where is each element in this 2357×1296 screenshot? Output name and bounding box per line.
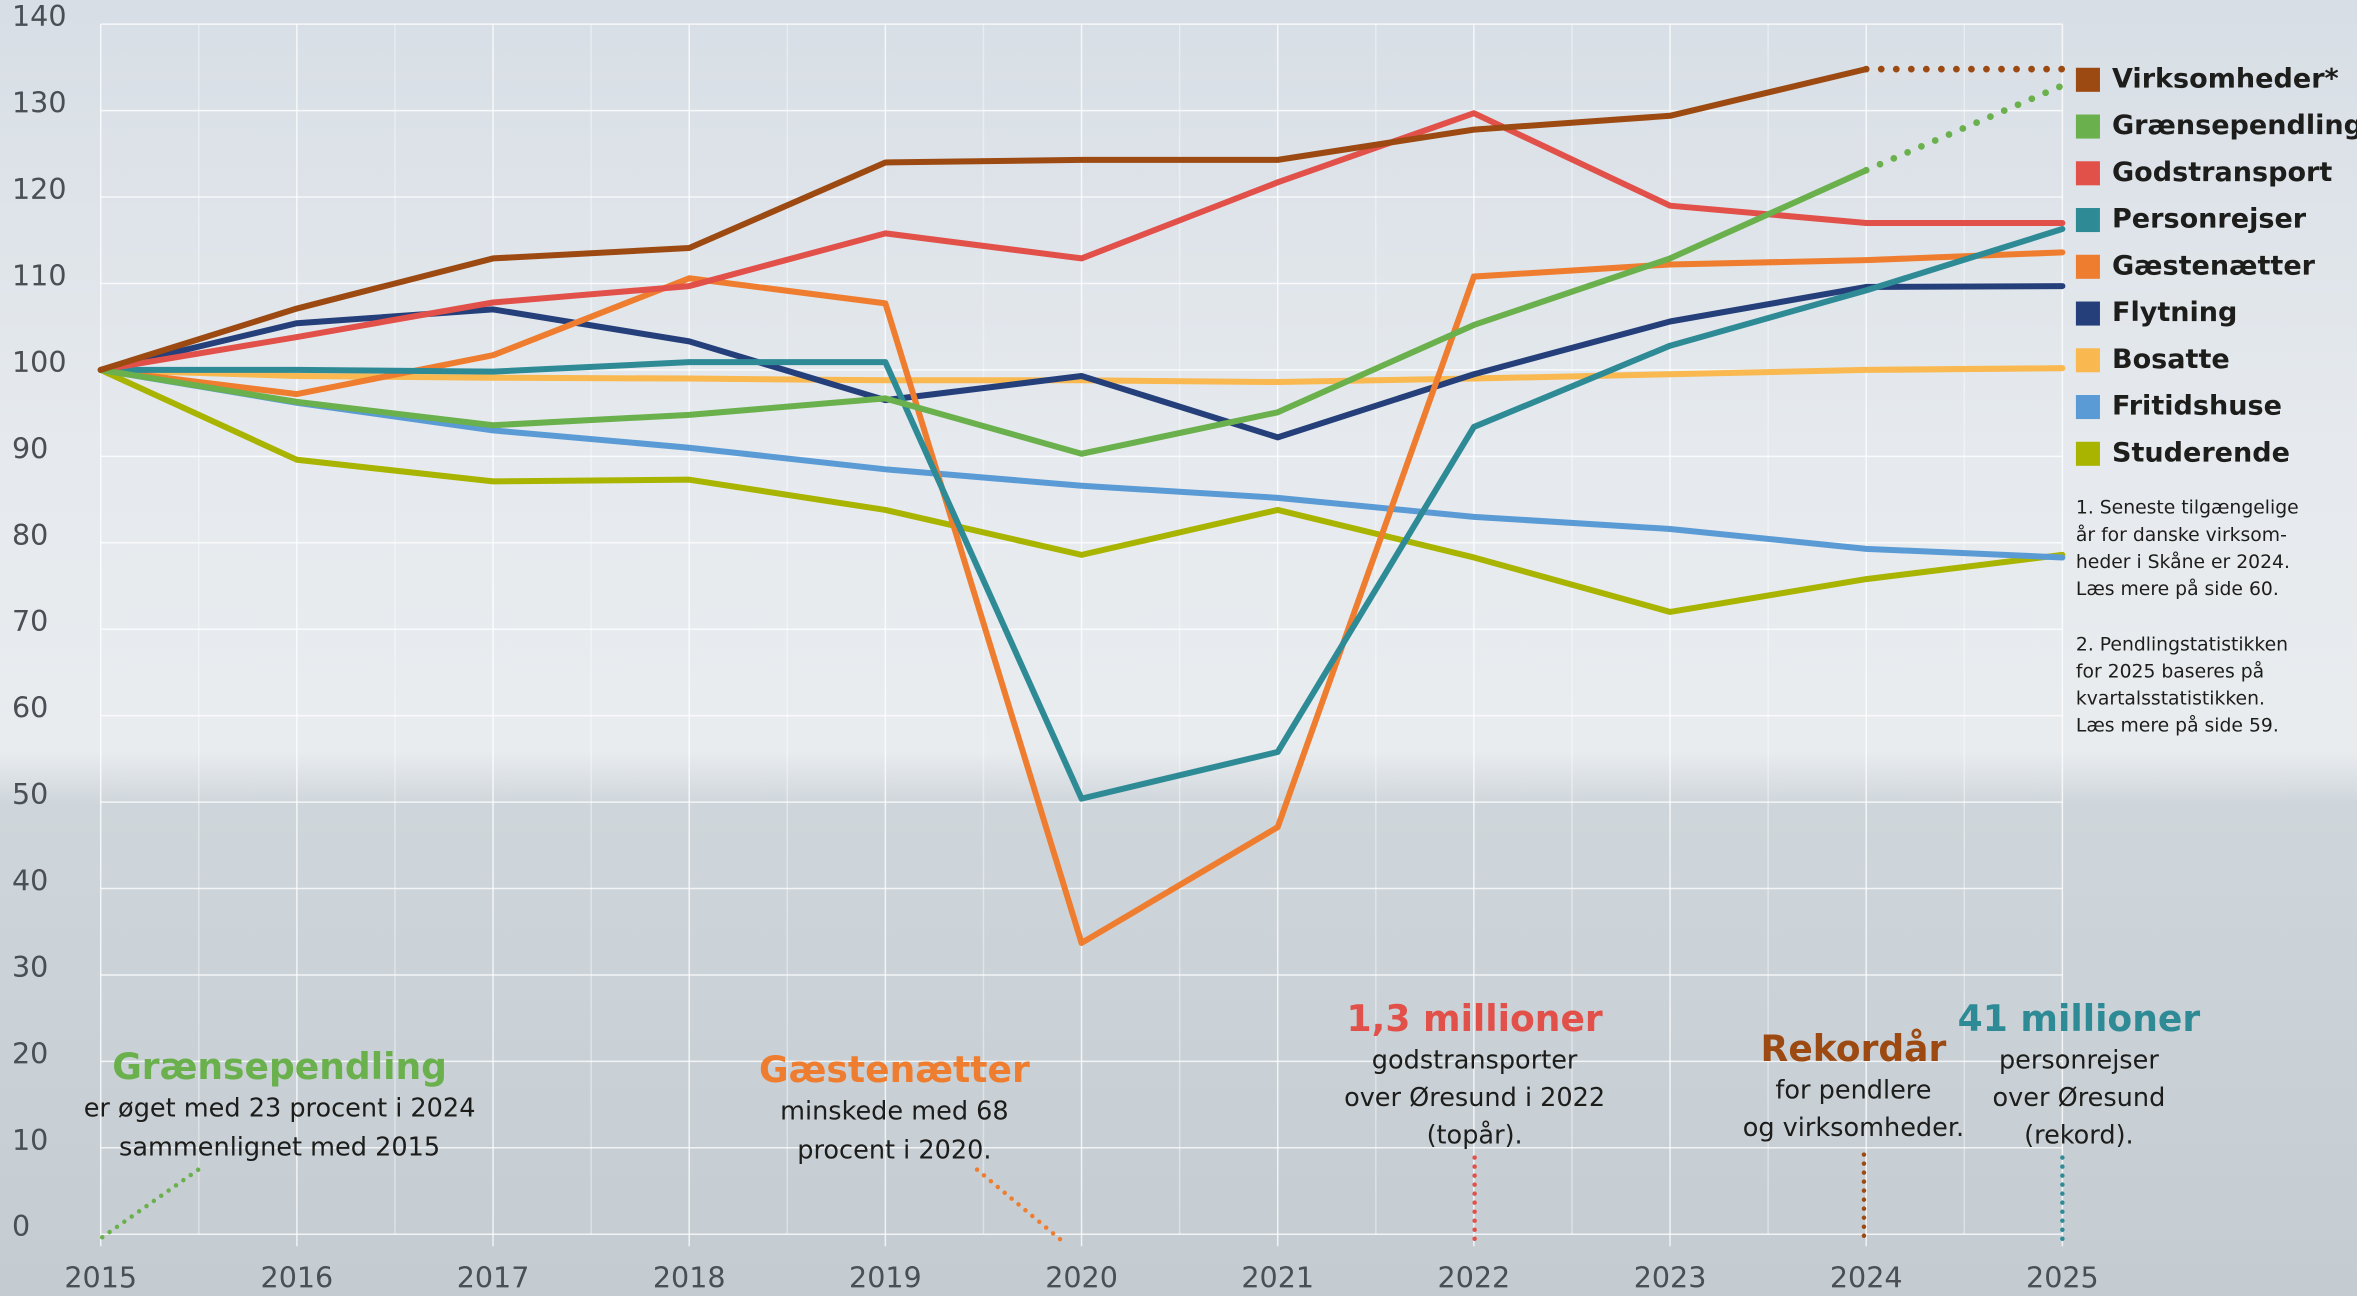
annotation-title: 1,3 millioner bbox=[1347, 998, 1603, 1040]
y-tick-label: 60 bbox=[12, 691, 48, 725]
x-tick-label: 2016 bbox=[261, 1260, 334, 1294]
annotation-text: for pendlere bbox=[1775, 1075, 1931, 1105]
annotation-title: 41 millioner bbox=[1958, 998, 2201, 1040]
legend-swatch bbox=[2075, 395, 2100, 420]
y-tick-label: 0 bbox=[12, 1209, 30, 1243]
x-tick-label: 2017 bbox=[457, 1260, 530, 1294]
x-tick-label: 2021 bbox=[1241, 1260, 1314, 1294]
annotation-text: godstransporter bbox=[1372, 1045, 1578, 1075]
legend-label: Bosatte bbox=[2112, 344, 2230, 375]
annotation-connector bbox=[99, 1167, 201, 1240]
y-tick-label: 130 bbox=[12, 86, 67, 120]
y-tick-label: 20 bbox=[12, 1036, 48, 1070]
series-line bbox=[97, 167, 1870, 457]
x-tick-label: 2020 bbox=[1045, 1260, 1118, 1294]
annotation-text: over Øresund i 2022 bbox=[1344, 1083, 1605, 1113]
footnote: 2. Pendlingstatistikken bbox=[2076, 634, 2288, 655]
legend-label: Virksomheder* bbox=[2112, 63, 2339, 94]
x-tick-label: 2023 bbox=[1634, 1260, 1707, 1294]
legend-swatch bbox=[2075, 208, 2100, 233]
y-tick-label: 100 bbox=[12, 345, 67, 379]
y-tick-label: 50 bbox=[12, 777, 48, 811]
annotation-title: Gæstenætter bbox=[759, 1049, 1030, 1091]
series-line bbox=[97, 226, 2066, 802]
annotation-text: over Øresund bbox=[1993, 1083, 2166, 1113]
legend-label: Personrejser bbox=[2112, 204, 2307, 235]
annotation-text: sammenlignet med 2015 bbox=[119, 1133, 440, 1163]
legend-swatch bbox=[2075, 348, 2100, 373]
legend-label: Studerende bbox=[2112, 437, 2290, 468]
legend-label: Gæstenætter bbox=[2112, 250, 2316, 281]
legend-swatch bbox=[2075, 254, 2100, 279]
y-tick-label: 110 bbox=[12, 258, 67, 292]
legend-label: Flytning bbox=[2112, 297, 2237, 328]
x-tick-label: 2015 bbox=[64, 1260, 137, 1294]
annotation-text: og virksomheder. bbox=[1743, 1113, 1964, 1143]
annotation-text: personrejser bbox=[1999, 1045, 2159, 1075]
annotation-text: (topår). bbox=[1427, 1121, 1523, 1151]
y-tick-label: 120 bbox=[12, 172, 67, 206]
series-line bbox=[97, 366, 2066, 615]
y-tick-label: 80 bbox=[12, 518, 48, 552]
legend-label: Fritidshuse bbox=[2112, 391, 2282, 422]
legend-label: Godstransport bbox=[2112, 157, 2332, 188]
annotation-title: Rekordår bbox=[1761, 1028, 1947, 1070]
y-tick-label: 30 bbox=[12, 950, 48, 984]
y-tick-label: 90 bbox=[12, 431, 48, 465]
legend-swatch bbox=[2075, 301, 2100, 326]
legend-swatch bbox=[2075, 441, 2100, 466]
footnote: år for danske virksom- bbox=[2076, 523, 2287, 546]
x-tick-label: 2018 bbox=[653, 1260, 726, 1294]
legend-label: Grænsependling* bbox=[2112, 110, 2357, 141]
footnote: Læs mere på side 59. bbox=[2076, 714, 2279, 737]
legend-swatch bbox=[2075, 114, 2100, 139]
x-tick-label: 2025 bbox=[2026, 1260, 2099, 1294]
x-tick-label: 2024 bbox=[1830, 1260, 1903, 1294]
annotation-text: procent i 2020. bbox=[797, 1136, 991, 1166]
footnote: for 2025 baseres på bbox=[2076, 660, 2264, 683]
legend-swatch bbox=[2075, 67, 2100, 92]
y-tick-label: 40 bbox=[12, 863, 48, 897]
y-tick-label: 140 bbox=[12, 0, 67, 33]
annotation-title: Grænsependling bbox=[112, 1046, 447, 1088]
series-line-projected bbox=[1862, 82, 2066, 174]
y-tick-label: 70 bbox=[12, 604, 48, 638]
footnote: Læs mere på side 60. bbox=[2076, 577, 2279, 600]
footnote: 1. Seneste tilgængelige bbox=[2076, 498, 2299, 519]
footnote: heder i Skåne er 2024. bbox=[2076, 550, 2290, 573]
y-tick-label: 10 bbox=[12, 1123, 48, 1157]
annotation-text: minskede med 68 bbox=[780, 1096, 1009, 1126]
legend-swatch bbox=[2075, 161, 2100, 186]
annotation-text: er øget med 23 procent i 2024 bbox=[84, 1093, 476, 1123]
series-line bbox=[97, 366, 2066, 561]
x-tick-label: 2019 bbox=[849, 1260, 922, 1294]
annotation-connector bbox=[974, 1167, 1064, 1243]
series-line bbox=[97, 66, 1870, 373]
x-tick-label: 2022 bbox=[1438, 1260, 1511, 1294]
series-line bbox=[97, 110, 2066, 373]
footnote: kvartalsstatistikken. bbox=[2076, 689, 2265, 710]
annotation-text: (rekord). bbox=[2024, 1121, 2133, 1151]
series-line bbox=[97, 365, 2066, 386]
